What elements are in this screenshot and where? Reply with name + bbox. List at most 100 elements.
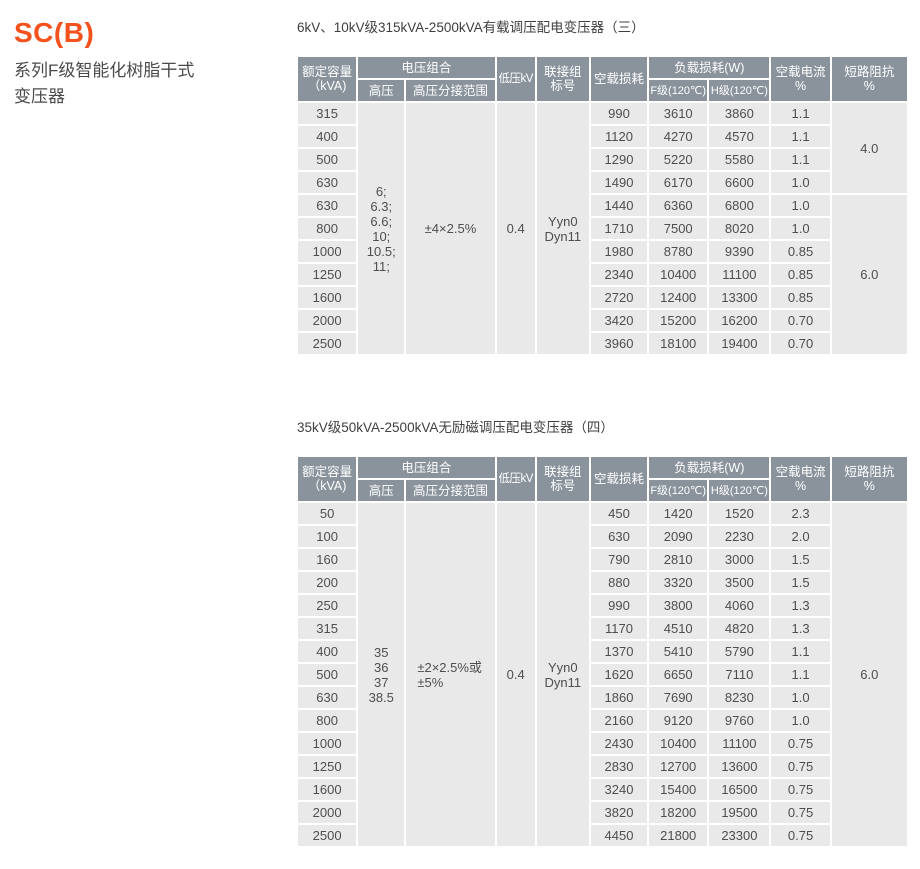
table-row: 1250 2340 10400 11100 0.85 — [298, 264, 907, 285]
table-row: 1600 3240 15400 16500 0.75 — [298, 779, 907, 800]
cell-capacity: 500 — [298, 149, 357, 170]
cell-f-class-loss: 6650 — [649, 664, 708, 685]
cell-vector-group: Yyn0 Dyn11 — [536, 503, 589, 846]
cell-h-class-loss: 8230 — [709, 687, 770, 708]
table2-title: 35kV级50kVA-2500kVA无励磁调压配电变压器（四） — [297, 420, 614, 435]
cell-f-class-loss: 5410 — [649, 641, 708, 662]
product-brand-block: SC(B) 系列F级智能化树脂干式 变压器 — [14, 17, 279, 110]
cell-no-load-current: 1.0 — [771, 218, 830, 239]
cell-no-load-current: 2.0 — [771, 526, 830, 547]
col-header-vector-group: 联接组 标号 — [536, 457, 589, 501]
cell-no-load-loss: 3960 — [590, 333, 648, 354]
cell-no-load-loss: 1860 — [590, 687, 648, 708]
cell-capacity: 400 — [298, 126, 357, 147]
cell-h-class-loss: 13300 — [709, 287, 770, 308]
cell-no-load-loss: 2430 — [590, 733, 648, 754]
cell-no-load-loss: 3420 — [590, 310, 648, 331]
spec-table-section-1: 6kV、10kV级315kVA-2500kVA有载调压配电变压器（三） 额定容量… — [296, 20, 912, 356]
col-header-load-loss: 负载损耗(W) — [649, 57, 770, 78]
cell-no-load-loss: 1710 — [590, 218, 648, 239]
cell-tap-range: ±2×2.5%或 ±5% — [406, 503, 495, 846]
cell-capacity: 800 — [298, 710, 357, 731]
table-row: 1000 2430 10400 11100 0.75 — [298, 733, 907, 754]
table-row: 315 1170 4510 4820 1.3 — [298, 618, 907, 639]
cell-no-load-current: 1.1 — [771, 641, 830, 662]
cell-h-class-loss: 3500 — [709, 572, 770, 593]
cell-no-load-loss: 990 — [590, 103, 648, 124]
cell-f-class-loss: 8780 — [649, 241, 708, 262]
cell-capacity: 1600 — [298, 779, 357, 800]
cell-h-class-loss: 16200 — [709, 310, 770, 331]
table-row: 250 990 3800 4060 1.3 — [298, 595, 907, 616]
table-row: 630 1440 6360 6800 1.0 6.0 — [298, 195, 907, 354]
cell-f-class-loss: 12700 — [649, 756, 708, 777]
cell-f-class-loss: 10400 — [649, 264, 708, 285]
cell-f-class-loss: 21800 — [649, 825, 708, 846]
table-row: 1250 2830 12700 13600 0.75 — [298, 756, 907, 777]
col-header-voltage-combo: 电压组合 — [358, 457, 495, 478]
product-series-description: 系列F级智能化树脂干式 变压器 — [14, 60, 195, 107]
cell-no-load-loss: 1980 — [590, 241, 648, 262]
cell-lv: 0.4 — [496, 503, 535, 846]
cell-no-load-loss: 4450 — [590, 825, 648, 846]
cell-h-class-loss: 4060 — [709, 595, 770, 616]
cell-h-class-loss: 2230 — [709, 526, 770, 547]
col-header-hv-tap-range: 高压分接范围 — [406, 480, 495, 501]
cell-capacity: 1250 — [298, 264, 357, 285]
cell-h-class-loss: 3000 — [709, 549, 770, 570]
cell-h-class-loss: 11100 — [709, 264, 770, 285]
cell-capacity: 1600 — [298, 287, 357, 308]
col-header-impedance: 短路阻抗 % — [831, 57, 907, 101]
cell-capacity: 315 — [298, 103, 357, 124]
cell-no-load-current: 0.85 — [771, 287, 830, 308]
cell-h-class-loss: 11100 — [709, 733, 770, 754]
cell-no-load-current: 1.1 — [771, 664, 830, 685]
col-header-hv-tap-range: 高压分接范围 — [406, 80, 495, 101]
spec-table-2: 额定容量 （kVA) 电压组合 低压kV 联接组 标号 空载损耗 负载损耗(W)… — [296, 455, 909, 848]
cell-no-load-loss: 1370 — [590, 641, 648, 662]
cell-no-load-current: 2.3 — [771, 503, 830, 524]
table-row: 630 1860 7690 8230 1.0 — [298, 687, 907, 708]
col-header-voltage-combo: 电压组合 — [358, 57, 495, 78]
table-row: 500 1290 5220 5580 1.1 — [298, 149, 907, 170]
cell-no-load-loss: 1170 — [590, 618, 648, 639]
cell-no-load-loss: 790 — [590, 549, 648, 570]
cell-h-class-loss: 8020 — [709, 218, 770, 239]
cell-no-load-current: 1.0 — [771, 687, 830, 708]
cell-h-class-loss: 13600 — [709, 756, 770, 777]
cell-capacity: 2500 — [298, 825, 357, 846]
table-row: 2000 3420 15200 16200 0.70 — [298, 310, 907, 331]
col-header-capacity: 额定容量 （kVA) — [298, 457, 357, 501]
cell-no-load-current: 1.1 — [771, 126, 830, 147]
table-row: 2000 3820 18200 19500 0.75 — [298, 802, 907, 823]
cell-no-load-loss: 1620 — [590, 664, 648, 685]
cell-no-load-current: 0.75 — [771, 825, 830, 846]
cell-capacity: 315 — [298, 618, 357, 639]
table-row: 200 880 3320 3500 1.5 — [298, 572, 907, 593]
cell-lv: 0.4 — [496, 103, 535, 354]
table-row: 800 1710 7500 8020 1.0 — [298, 218, 907, 239]
cell-no-load-loss: 1120 — [590, 126, 648, 147]
table-row: 2500 4450 21800 23300 0.75 — [298, 825, 907, 846]
cell-no-load-current: 0.75 — [771, 779, 830, 800]
col-header-lv: 低压kV — [496, 57, 535, 101]
cell-f-class-loss: 3610 — [649, 103, 708, 124]
cell-h-class-loss: 23300 — [709, 825, 770, 846]
cell-no-load-loss: 2830 — [590, 756, 648, 777]
cell-capacity: 50 — [298, 503, 357, 524]
cell-no-load-current: 1.1 — [771, 149, 830, 170]
cell-f-class-loss: 6360 — [649, 195, 708, 216]
cell-h-class-loss: 1520 — [709, 503, 770, 524]
col-header-h-class: H级(120℃) — [709, 480, 770, 501]
cell-no-load-current: 0.75 — [771, 756, 830, 777]
cell-no-load-current: 0.85 — [771, 264, 830, 285]
cell-no-load-current: 0.70 — [771, 310, 830, 331]
cell-f-class-loss: 2810 — [649, 549, 708, 570]
col-header-hv: 高压 — [358, 80, 405, 101]
cell-capacity: 200 — [298, 572, 357, 593]
table-row: 400 1120 4270 4570 1.1 — [298, 126, 907, 147]
cell-f-class-loss: 5220 — [649, 149, 708, 170]
cell-capacity: 100 — [298, 526, 357, 547]
cell-no-load-loss: 2340 — [590, 264, 648, 285]
